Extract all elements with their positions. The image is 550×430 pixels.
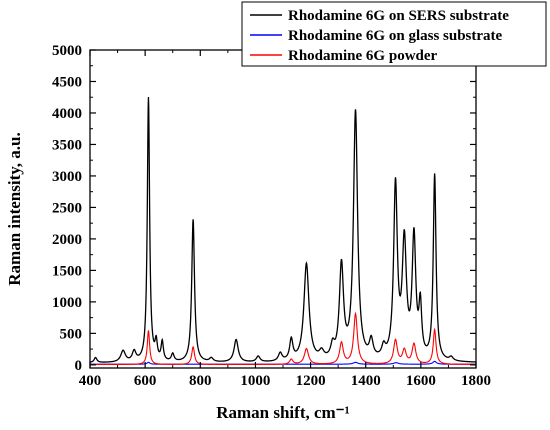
- series-line-3: [90, 311, 476, 366]
- x-axis-title: Raman shift, cm⁻¹: [216, 403, 350, 422]
- y-tick-label: 4000: [52, 106, 82, 122]
- series-line-1: [90, 96, 476, 363]
- x-tick-label: 1200: [296, 373, 326, 389]
- axes: 400 600 800 1000 1200 1400 1600 1800 0 500 1000 150…: [52, 43, 491, 389]
- y-tick-label: 3500: [52, 137, 82, 153]
- x-tick-label: 600: [134, 373, 157, 389]
- y-tick-label: 0: [75, 358, 83, 374]
- legend-entry-3: Rhodamine 6G powder: [288, 48, 438, 64]
- y-axis-title: Raman intensity, a.u.: [5, 132, 24, 286]
- x-tick-label: 1000: [240, 373, 270, 389]
- legend-entry-2: Rhodamine 6G on glass substrate: [288, 28, 503, 44]
- y-tick-label: 2000: [52, 232, 82, 248]
- y-tick-label: 1000: [52, 295, 82, 311]
- x-tick-label: 1400: [351, 373, 381, 389]
- legend-entry-1: Rhodamine 6G on SERS substrate: [288, 8, 509, 24]
- y-tick-label: 4500: [52, 74, 82, 90]
- plot-area: [90, 96, 476, 366]
- legend: Rhodamine 6G on SERS substrate Rhodamine …: [241, 1, 547, 67]
- x-tick-label: 1600: [406, 373, 436, 389]
- y-tick-label: 1500: [52, 263, 82, 279]
- x-tick-label: 400: [79, 373, 102, 389]
- legend-box: [241, 1, 547, 67]
- y-tick-label: 3000: [52, 169, 82, 185]
- y-tick-label: 5000: [52, 43, 82, 59]
- x-tick-label: 1800: [461, 373, 491, 389]
- x-tick-label: 800: [189, 373, 212, 389]
- y-tick-label: 500: [60, 326, 83, 342]
- y-tick-label: 2500: [52, 200, 82, 216]
